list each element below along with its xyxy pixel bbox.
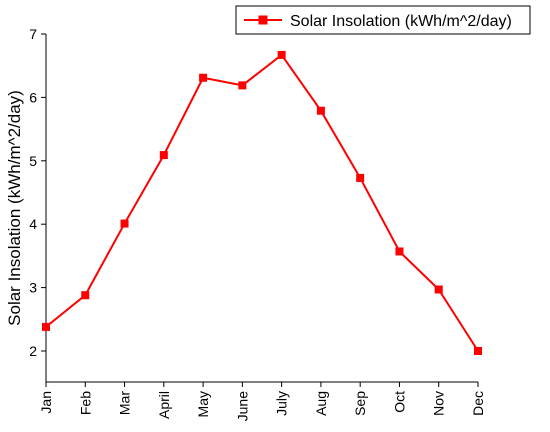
- data-point-aug: [316, 106, 325, 115]
- data-point-oct: [395, 247, 404, 256]
- data-point-feb: [81, 291, 90, 300]
- data-point-april: [159, 151, 168, 160]
- data-point-may: [199, 73, 208, 82]
- x-tick-label: Oct: [391, 391, 407, 413]
- x-tick-label: Jan: [38, 391, 54, 414]
- y-tick-label: 5: [29, 153, 37, 169]
- data-point-july: [277, 50, 286, 59]
- y-tick-label: 3: [29, 280, 37, 296]
- x-tick-label: July: [274, 391, 290, 416]
- x-axis-ticks: Jan Feb Mar April May June July Aug Sep Oct Nov Dec: [38, 382, 486, 421]
- series-solar-insolation: [42, 50, 482, 355]
- x-tick-label: April: [156, 391, 172, 419]
- y-tick-label: 6: [29, 89, 37, 105]
- legend-label: Solar Insolation (kWh/m^2/day): [290, 13, 512, 30]
- x-tick-label: Dec: [470, 391, 486, 416]
- x-tick-label: Feb: [77, 391, 93, 415]
- y-axis-title: Solar Insolation (kWh/m^2/day): [5, 90, 24, 326]
- x-tick-label: Mar: [117, 391, 133, 415]
- legend-marker-square: [258, 15, 268, 25]
- legend-box: [235, 5, 531, 35]
- series-line: [45, 53, 479, 352]
- y-axis-ticks: 2 3 4 5 6 7: [29, 26, 46, 359]
- data-point-sep: [356, 173, 365, 182]
- data-point-nov: [434, 285, 443, 294]
- y-tick-label: 2: [29, 343, 37, 359]
- x-tick-label: Aug: [313, 391, 329, 416]
- data-point-mar: [120, 219, 129, 228]
- data-point-jan: [42, 322, 50, 331]
- y-tick-label: 7: [29, 26, 37, 42]
- x-tick-label: May: [195, 391, 211, 417]
- x-tick-label: June: [234, 391, 250, 422]
- data-point-dec: [474, 347, 482, 355]
- y-tick-label: 4: [29, 216, 37, 232]
- data-point-june: [238, 81, 247, 90]
- legend: Solar Insolation (kWh/m^2/day): [235, 5, 531, 35]
- x-tick-label: Nov: [431, 391, 447, 416]
- x-tick-label: Sep: [352, 391, 368, 416]
